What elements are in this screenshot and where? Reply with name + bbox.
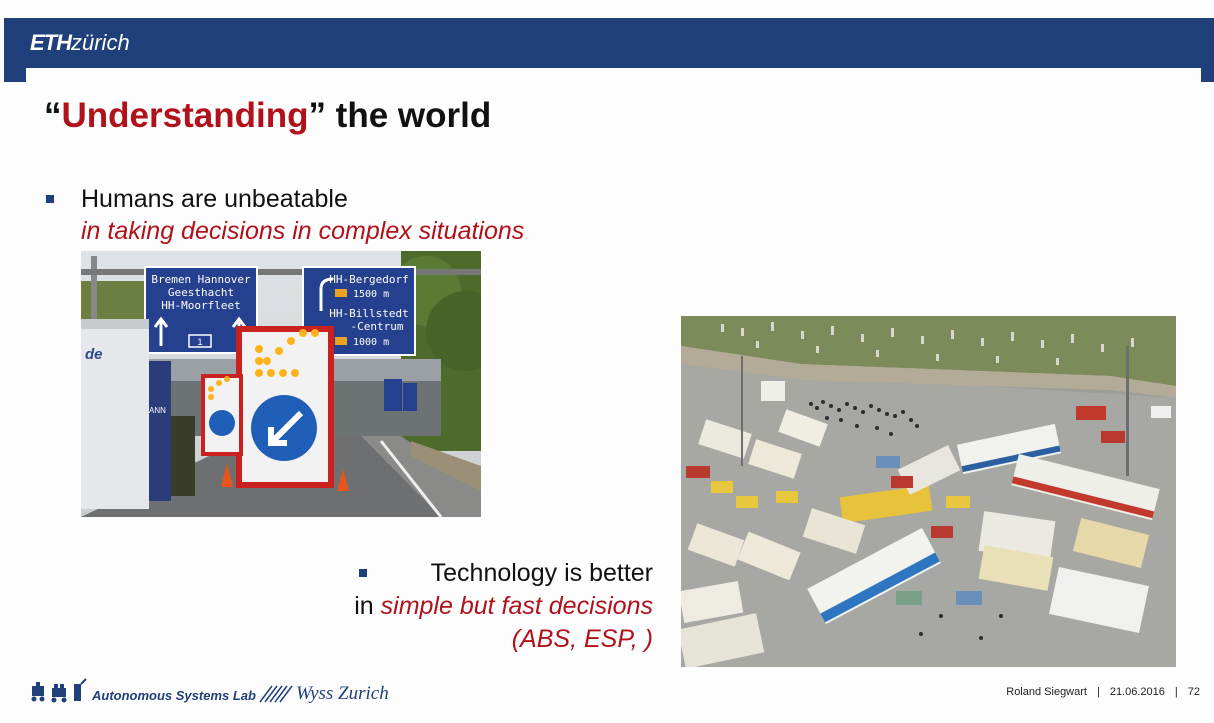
zurich-logo-text: zürich: [71, 30, 130, 55]
bullet-technology-line2: in simple but fast decisions: [354, 590, 653, 623]
eth-logo-text: ETH: [30, 30, 72, 55]
title-highlight: Understanding: [61, 96, 309, 135]
sign-right-dist2: 1000 m: [353, 337, 389, 348]
footer-separator: |: [1174, 686, 1178, 698]
header-right-tab: [1201, 68, 1214, 82]
sign-right-line2: HH-Billstedt: [329, 307, 408, 320]
footer-info: Roland Siegwart | 21.06.2016 | 72: [1006, 686, 1200, 698]
header-left-tab: [4, 68, 26, 82]
footer-author: Roland Siegwart: [1006, 686, 1087, 698]
traffic-scene-illustration: [681, 316, 1176, 667]
bullet-humans-line1: Humans are unbeatable: [81, 185, 348, 213]
traffic-chaos-photo: [681, 316, 1176, 667]
truck-text-2: ANN: [149, 406, 166, 415]
asl-robots-icon: [31, 678, 87, 703]
asl-lab-name: Autonomous Systems Lab: [92, 688, 256, 703]
bullet-icon: [359, 569, 367, 577]
header-bar: [4, 18, 1214, 68]
title-rest: ” the world: [308, 96, 492, 135]
sign-left-line2: Geesthacht: [168, 286, 234, 299]
wyss-logo-icon: [259, 685, 293, 703]
sign-right-dist1: 1500 m: [353, 289, 389, 300]
wyss-zurich-logo: Wyss Zurich: [296, 683, 389, 704]
arrow-down-left-icon: [268, 410, 304, 446]
sign-right-line3: -Centrum: [351, 320, 404, 333]
title-quote-open: “: [44, 96, 62, 135]
eth-zurich-logo: ETHzürich: [30, 30, 130, 56]
sign-left-line3: HH-Moorfleet: [161, 299, 240, 312]
arrow-up-icon: [153, 316, 169, 346]
sign-left-line1: Bremen Hannover: [151, 273, 251, 286]
bullet-technology-line2-prefix: in: [354, 592, 381, 620]
bullet-icon: [46, 195, 54, 203]
footer-date: 21.06.2016: [1109, 686, 1165, 698]
footer-separator: |: [1096, 686, 1100, 698]
truck-text: de: [85, 346, 103, 363]
arrow-turn-icon: [319, 277, 334, 311]
sign-right-line1: HH-Bergedorf: [329, 273, 408, 286]
sign-left-number: 1: [197, 337, 202, 347]
slide-title: “Understanding” the world: [44, 96, 491, 136]
bullet-humans-line2: in taking decisions in complex situation…: [81, 217, 525, 245]
highway-scene-illustration: Bremen Hannover Geesthacht HH-Moorfleet …: [81, 251, 481, 517]
footer-page-number: 72: [1187, 686, 1200, 698]
asl-logo: [30, 678, 90, 704]
bullet-technology-line3: (ABS, ESP, ): [511, 625, 653, 653]
highway-photo: Bremen Hannover Geesthacht HH-Moorfleet …: [81, 251, 481, 517]
bullet-technology: Technology is better in simple but fast …: [354, 557, 653, 656]
bullet-technology-line2-em: simple but fast decisions: [380, 592, 653, 620]
bullet-humans: Humans are unbeatable in taking decision…: [81, 183, 524, 247]
bullet-technology-line1: Technology is better: [430, 559, 653, 587]
